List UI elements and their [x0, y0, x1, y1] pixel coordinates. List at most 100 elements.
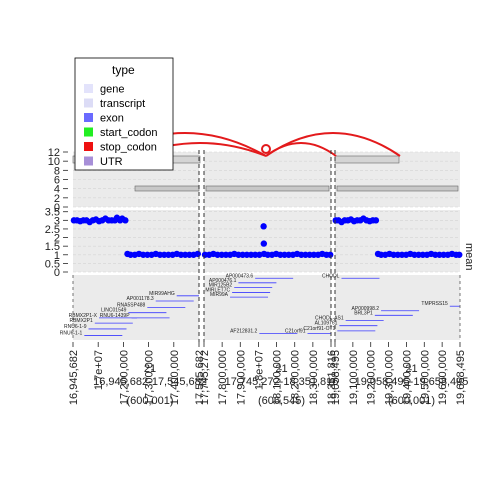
region-width-label: (606,545) [258, 395, 305, 407]
legend-box [74, 57, 174, 171]
mean-point [260, 223, 267, 230]
chrom-label: 21 [275, 363, 287, 375]
legend-label: stop_codon [100, 142, 157, 154]
chrom-label: 21 [405, 363, 417, 375]
y-tick-label: 0 [54, 202, 60, 214]
gene-label: RBMX2P1 [69, 318, 93, 324]
legend-label: exon [100, 113, 124, 125]
gene-label: AP000473.6 [226, 273, 254, 279]
gene-label: AF212831.2 [230, 329, 257, 335]
x-tick-label: 18,300,000 [308, 350, 320, 405]
x-tick-label: 19,500,000 [419, 350, 431, 405]
x-tick-label: 19,058,495 [330, 350, 342, 405]
x-tick-label: 19,658,495 [455, 350, 467, 405]
legend-title: type [112, 63, 135, 77]
gene-label: RBMX2P1-X [69, 313, 98, 319]
mean-point [122, 217, 129, 224]
gene-body-bar [336, 185, 459, 192]
y-tick-label: 1.5 [45, 241, 60, 253]
track-panels [73, 151, 460, 340]
gene-block [334, 155, 400, 164]
region-width-label: (600,001) [126, 395, 173, 407]
panel-background [204, 275, 331, 340]
mean-point [372, 217, 380, 224]
mean-point [260, 240, 268, 247]
legend-swatch [84, 127, 93, 137]
x-tick-label: 19,200,000 [366, 350, 378, 405]
x-tick-label: 18,200,000 [290, 350, 302, 405]
y-tick-label: 2.5 [45, 224, 60, 236]
legend-swatch [84, 113, 93, 122]
x-tick-label: 17,200,000 [118, 350, 130, 405]
gene-label: TMPRSS15 [421, 301, 448, 307]
x-tick-label: 17,900,000 [235, 350, 247, 405]
x-tick-label: 17,745,272 [199, 350, 211, 405]
interaction-arc [265, 142, 337, 157]
legend-swatch [84, 156, 93, 166]
region-window-label: 19,058,495-19,658,495 [355, 376, 469, 388]
x-tick-label: 18,351,816 [326, 350, 338, 405]
legend: type gene transcript exon start_codon stop_c… [74, 57, 174, 171]
region-width-label: (600,001) [388, 395, 435, 407]
y-tick-label: 2 [54, 233, 60, 245]
y-tick-label: 0.5 [45, 258, 60, 270]
gene-label: MIR99A [210, 292, 229, 298]
region-window-label: 16,945,682-17,545,682 [93, 376, 207, 388]
x-tick-label: 19,100,000 [348, 350, 360, 405]
gene-label: RNA5SP488 [117, 303, 146, 309]
gene-label: MIR125B2 [209, 282, 233, 288]
y-tick-label: 6 [54, 175, 60, 187]
panel-background [204, 210, 331, 272]
panel-background [335, 275, 460, 340]
x-tick-label: 1.8e+07 [253, 350, 265, 390]
x-tick-label: 18,100,000 [272, 350, 284, 405]
legend-swatch [84, 142, 93, 151]
gene-label: CHODL-AS1 [315, 316, 344, 322]
x-tick-label: 19,600,000 [437, 350, 449, 405]
gene-label: AP000476.1 [209, 278, 237, 284]
mean-point [194, 250, 202, 258]
gene-label: LINC01549 [101, 308, 127, 314]
gene-label: MIR99AHG [149, 291, 175, 297]
x-tick-label: 17,400,000 [169, 350, 181, 405]
legend-swatch [84, 84, 93, 93]
x-tick-label: 16,945,682 [68, 350, 80, 405]
x-tick-label: 1.7e+07 [93, 350, 105, 390]
gene-label: RNU6-1-9 [64, 324, 87, 330]
legend-label: gene [100, 84, 124, 96]
gene-body-bar [205, 185, 330, 192]
gene-label: AP001178.3 [127, 296, 154, 302]
gene-label: AP000998.2 [352, 306, 380, 312]
gene-body-bar [134, 185, 200, 192]
x-tick-label: 17,300,000 [144, 350, 156, 405]
region-window-label: 17,745,272-18,351,816 [225, 376, 339, 388]
x-tick-label: 17,545,682 [194, 350, 206, 405]
gene-label: MIRLET7C [205, 288, 230, 294]
y-tick-label: 2 [54, 193, 60, 205]
x-tick-label: 19,400,000 [401, 350, 413, 405]
mean-track [70, 214, 463, 258]
y-tick-label: 3.5 [45, 207, 60, 219]
legend-swatch [84, 98, 93, 108]
legend-items: gene transcript exon start_codon stop_codon U… [84, 84, 157, 168]
chrom-label: 21 [144, 363, 156, 375]
y-tick-label: 10 [48, 156, 60, 168]
legend-label: start_codon [100, 127, 157, 139]
y-tick-label: 4 [54, 184, 60, 196]
arc-anchor [261, 144, 271, 154]
y-tick-label: 3 [54, 215, 60, 227]
mean-point [456, 251, 463, 258]
gene-label: C21orf91-OT1 [303, 326, 335, 332]
gene-label: AL109761 [315, 321, 338, 327]
x-tick-label: 19,300,000 [384, 350, 396, 405]
gene-label: BRL3P1 [354, 310, 373, 316]
gene-label: C21orf91 [285, 329, 306, 335]
y-tick-label: 0 [54, 267, 60, 279]
y-tick-label: 1 [54, 250, 60, 262]
x-tick-label: 17,800,000 [217, 350, 229, 405]
mean-axis-label: mean [463, 243, 475, 271]
y-tick-label: 8 [54, 165, 60, 177]
legend-label: UTR [100, 156, 123, 168]
y-tick-label: 12 [48, 147, 60, 159]
